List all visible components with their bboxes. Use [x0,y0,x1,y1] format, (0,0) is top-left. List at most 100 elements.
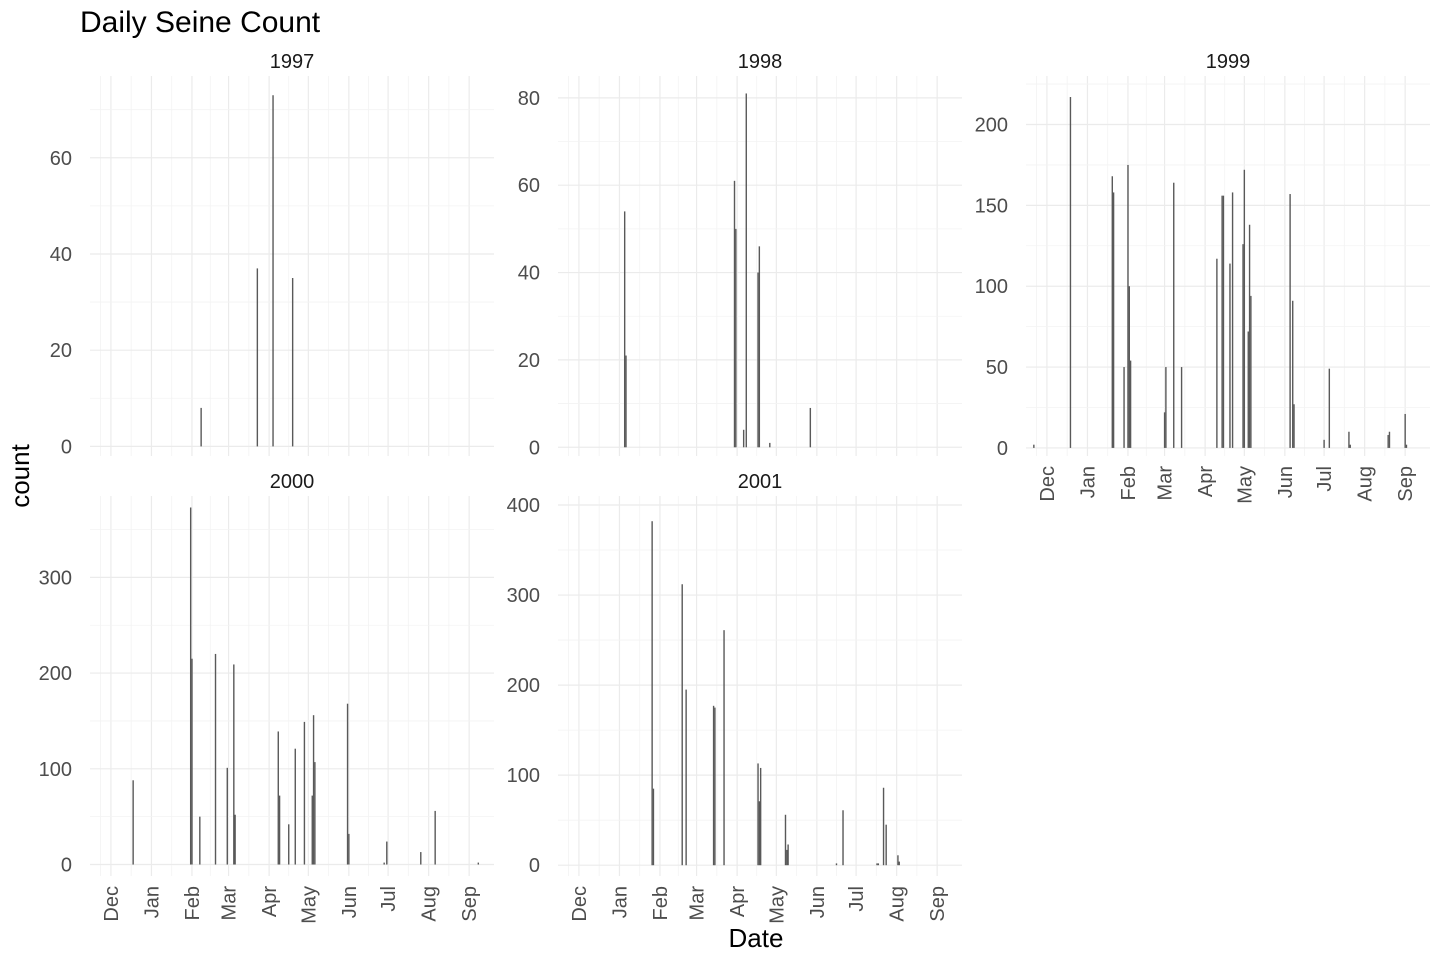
x-tick-label: Sep [927,886,949,922]
x-tick-label: Jul [1314,466,1336,492]
data-bar [757,763,759,866]
y-tick-label: 150 [975,195,1008,217]
chart-title: Daily Seine Count [80,6,321,39]
x-tick-label: Jul [846,886,868,912]
facet-panels: 1997 0 20 40 60 1998 0 20 40 60 80 1999 0 50 100 150 200… [39,51,1430,924]
data-bar [199,816,201,865]
data-bar [723,630,725,866]
data-bar [742,429,745,448]
data-bar [712,705,715,866]
data-bar [191,658,193,865]
data-bar [132,780,134,865]
y-tick-label: 40 [50,244,72,266]
data-bar [897,855,899,866]
data-bar [1129,360,1132,448]
data-bar [256,268,259,447]
data-bar [784,814,787,866]
data-bar [1292,300,1294,448]
x-tick-label: May [766,886,788,924]
data-bar [1388,431,1391,448]
y-tick-label: 100 [507,765,540,787]
x-tick-label: Jan [141,886,163,918]
x-tick-label: Aug [1355,466,1377,502]
facet-strip-label: 2001 [738,471,783,493]
x-tick-label: Dec [101,886,123,922]
y-tick-label: 400 [507,495,540,517]
data-bar [234,814,236,865]
data-bar [1229,263,1231,448]
x-tick-label: Jun [1275,466,1297,498]
data-bar [200,407,202,447]
x-tick-label: May [298,886,320,924]
x-tick-label: Feb [182,886,204,920]
facet-strip-label: 1997 [270,51,315,73]
data-bar [189,507,192,865]
x-tick-label: Dec [1037,466,1059,502]
x-tick-label: Feb [1118,466,1140,500]
data-bar [735,228,737,448]
y-tick-label: 60 [518,175,540,197]
y-tick-label: 200 [975,115,1008,137]
data-bar [1128,286,1130,448]
data-bar [1247,331,1249,448]
data-bar [1221,195,1223,448]
facet-strip-label: 1998 [738,51,783,73]
y-tick-label: 80 [518,88,540,110]
data-bar [1112,192,1115,448]
y-tick-label: 0 [61,436,72,458]
y-axis-title: count [5,443,35,507]
data-bar [759,767,762,866]
data-bar [877,863,880,866]
y-tick-label: 0 [61,855,72,877]
x-tick-label: Mar [687,886,709,921]
y-tick-label: 20 [518,350,540,372]
data-bar [1404,413,1406,448]
y-tick-label: 40 [518,263,540,285]
facet-panel: 2001 0 100 200 300 400 Dec Jan Feb Mar Apr May Jun Ju… [507,471,962,924]
data-bar [685,689,687,866]
data-bar [312,715,315,865]
data-bar [1180,367,1183,448]
data-bar [272,95,274,447]
data-bar [420,852,422,865]
data-bar [1111,176,1113,448]
data-bar [769,442,771,448]
data-bar [1293,404,1295,448]
x-tick-label: Jul [378,886,400,912]
data-bar [383,862,385,865]
data-bar [885,824,887,866]
data-bar [278,795,281,865]
facet-strip-label: 2000 [270,471,315,493]
data-bar [277,731,279,865]
facet-panel: 2000 0 100 200 300 Dec Jan Feb Mar Apr May Jun Jul Au… [39,471,494,924]
x-tick-label: Jun [807,886,829,918]
facet-panel: 1997 0 20 40 60 [50,51,494,458]
data-bar [233,664,235,865]
data-bar [652,788,655,866]
data-bar [1216,258,1218,448]
data-bar [1328,368,1331,448]
x-tick-label: Jun [339,886,361,918]
y-tick-label: 20 [50,340,72,362]
x-tick-label: Feb [650,886,672,920]
facet-panel: 1998 0 20 40 60 80 [518,51,962,459]
x-tick-label: Mar [219,886,241,921]
data-bar [1323,439,1325,448]
data-bar [294,748,296,865]
y-tick-label: 300 [507,585,540,607]
data-bar [681,584,683,866]
x-tick-label: Sep [459,886,481,922]
data-bar [758,801,761,866]
data-bar [214,653,217,865]
data-bar [733,180,736,448]
data-bar [714,707,716,866]
data-bar [1222,195,1225,448]
data-bar [758,246,761,448]
x-tick-label: Jan [609,886,631,918]
data-bar [786,849,788,866]
data-bar [311,795,313,865]
data-bar [625,355,627,448]
data-bar [1165,367,1167,448]
x-tick-label: Jan [1077,466,1099,498]
